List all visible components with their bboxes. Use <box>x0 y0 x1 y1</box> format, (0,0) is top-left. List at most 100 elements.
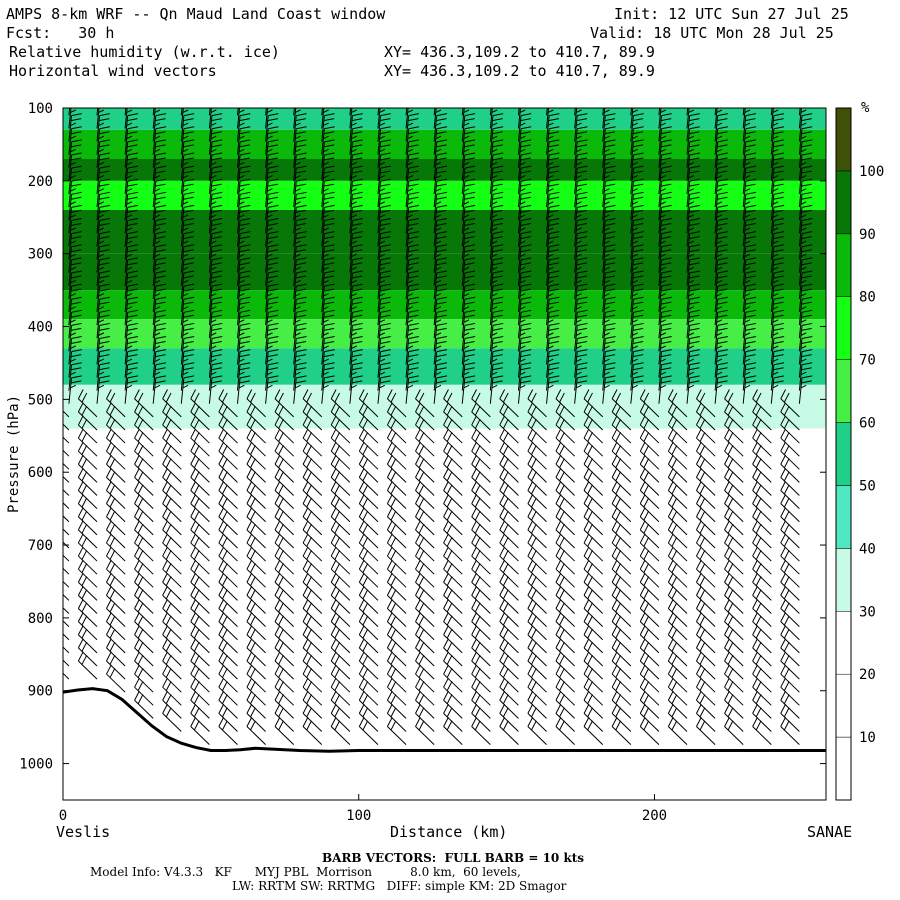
barb-feather <box>246 703 253 714</box>
barb-staff <box>190 726 210 745</box>
barb-feather <box>211 92 221 94</box>
barb-feather <box>267 301 279 305</box>
barb-staff <box>134 503 154 523</box>
barb-staff <box>349 154 353 181</box>
barb-feather <box>99 314 110 318</box>
barb-feather <box>211 126 223 130</box>
barb-feather <box>211 244 223 248</box>
barb-feather <box>324 362 335 366</box>
barb-feather <box>155 139 167 143</box>
barb-feather <box>210 135 217 140</box>
barb-staff <box>68 115 72 142</box>
barb-staff <box>302 595 323 614</box>
barb-feather <box>521 106 531 108</box>
barb-feather <box>99 354 110 358</box>
barb-feather <box>134 494 140 504</box>
wind-barb-115 <box>106 441 126 470</box>
barb-feather <box>183 183 194 187</box>
barb-feather <box>266 371 273 376</box>
wind-barb-49 <box>96 152 110 181</box>
barb-staff <box>236 141 241 168</box>
barb-feather <box>210 384 217 389</box>
barb-feather <box>351 209 363 213</box>
wind-barb-104 <box>124 296 139 326</box>
barb-staff <box>162 699 182 719</box>
barb-feather <box>99 362 110 366</box>
barb-feather <box>352 231 363 235</box>
barb-staff <box>218 411 238 431</box>
barb-feather <box>106 389 112 399</box>
barb-feather <box>549 92 559 94</box>
barb-feather <box>77 572 84 583</box>
barb-feather <box>81 405 88 416</box>
wind-barb-250 <box>208 375 223 404</box>
barb-feather <box>70 314 82 318</box>
wind-barb-170 <box>134 572 154 601</box>
barb-feather <box>127 170 138 174</box>
barb-feather <box>323 223 335 226</box>
barb-feather <box>274 599 281 609</box>
barb-staff <box>218 516 238 536</box>
barb-feather <box>134 625 140 635</box>
wind-barb-449 <box>302 415 323 444</box>
barb-staff <box>106 608 126 627</box>
barb-feather <box>324 349 335 353</box>
wind-barb-100 <box>124 244 139 273</box>
barb-feather <box>306 641 312 652</box>
barb-feather <box>193 602 200 613</box>
wind-barb-313 <box>218 559 238 588</box>
barb-staff <box>190 647 210 667</box>
barb-feather <box>306 418 312 429</box>
wind-barb-41 <box>63 646 70 654</box>
wind-barb-258 <box>190 481 210 509</box>
barb-feather <box>324 375 335 379</box>
barb-staff <box>274 608 295 627</box>
barb-staff <box>106 581 126 601</box>
wind-barb-21 <box>68 362 82 391</box>
barb-feather <box>352 257 363 261</box>
wind-barb-492 <box>349 336 363 365</box>
barb-feather <box>295 122 301 127</box>
wind-barb-432 <box>321 191 335 221</box>
barb-feather <box>99 244 110 248</box>
barb-staff <box>68 194 72 221</box>
barb-feather <box>323 97 328 99</box>
barb-feather <box>165 497 172 508</box>
barb-staff <box>246 660 266 680</box>
wind-barb-335 <box>265 204 279 234</box>
barb-staff <box>246 555 266 575</box>
barb-staff <box>246 542 266 562</box>
barb-feather <box>352 244 363 248</box>
barb-feather <box>323 314 335 318</box>
barb-feather <box>50 652 55 661</box>
wind-barb-381 <box>293 165 307 195</box>
barb-staff <box>321 312 325 339</box>
barb-feather <box>306 523 312 534</box>
barb-staff <box>302 568 323 588</box>
barb-feather <box>211 270 223 274</box>
barb-feather <box>239 270 251 274</box>
barb-feather <box>211 257 223 261</box>
wind-barb-174 <box>134 625 154 654</box>
wind-barb-429 <box>321 152 335 181</box>
wind-barb-165 <box>134 507 154 536</box>
barb-feather <box>99 283 110 287</box>
barb-feather <box>577 87 587 89</box>
barb-feather <box>278 458 284 469</box>
wind-barb-193 <box>180 257 195 286</box>
barb-feather <box>98 240 105 245</box>
barb-feather <box>162 546 168 557</box>
wind-barb-308 <box>218 494 238 523</box>
barb-staff <box>96 351 101 378</box>
barb-feather <box>81 523 88 534</box>
barb-feather <box>211 275 222 279</box>
barb-feather <box>306 563 312 573</box>
barb-feather <box>99 322 110 326</box>
barb-feather <box>266 175 273 179</box>
barb-feather <box>239 349 251 353</box>
wind-barb-476 <box>349 126 363 155</box>
barb-feather <box>109 563 116 573</box>
barb-staff <box>208 194 213 221</box>
barb-staff <box>236 377 241 404</box>
barb-feather <box>436 92 446 94</box>
